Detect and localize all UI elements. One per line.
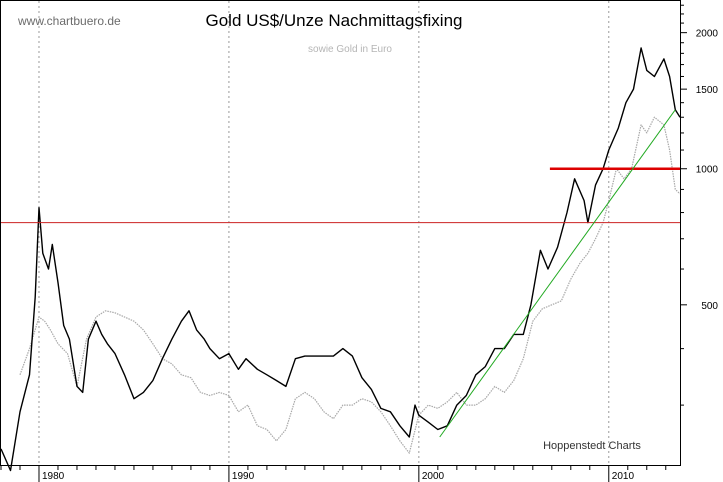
y-tick-label-2000: 2000 bbox=[696, 29, 719, 40]
plot-frame bbox=[0, 0, 681, 466]
series-layer bbox=[0, 47, 681, 472]
annotation-layer bbox=[1, 109, 680, 438]
x-tick-label-2010: 2010 bbox=[612, 471, 635, 482]
chart-subtitle: sowie Gold in Euro bbox=[308, 44, 392, 55]
y-tick-label-500: 500 bbox=[701, 301, 718, 312]
y-tick-label-1500: 1500 bbox=[696, 85, 719, 96]
y-axis: 500 1000 1500 2000 bbox=[680, 4, 719, 406]
x-tick-label-1990: 1990 bbox=[232, 471, 255, 482]
chart-title: Gold US$/Unze Nachmittagsfixing bbox=[205, 11, 462, 30]
source-credit: Hoppenstedt Charts bbox=[543, 440, 641, 452]
x-tick-label-2000: 2000 bbox=[422, 471, 445, 482]
watermark: www.chartbuero.de bbox=[17, 14, 121, 28]
series-line-gold-usd bbox=[0, 47, 681, 472]
x-axis: 1980 1990 2000 2010 bbox=[0, 466, 667, 482]
support-trendline bbox=[439, 109, 676, 438]
x-tick-label-1980: 1980 bbox=[42, 471, 65, 482]
y-tick-label-1000: 1000 bbox=[696, 165, 719, 176]
